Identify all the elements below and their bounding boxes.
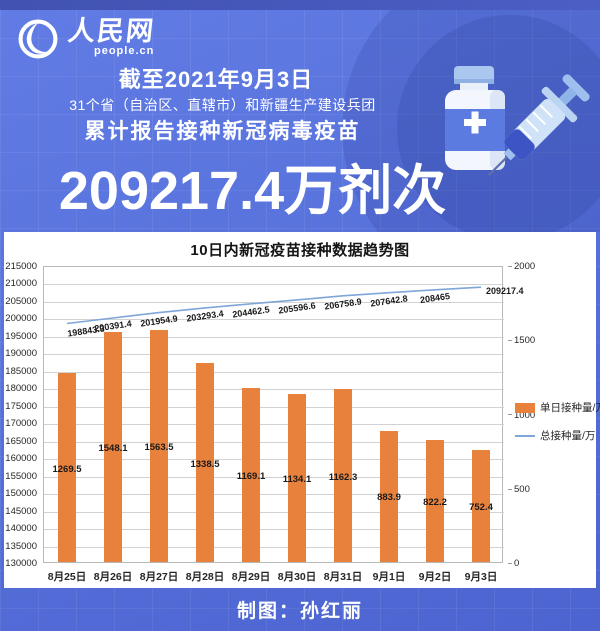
gridline	[44, 284, 504, 286]
syringe-icon	[487, 74, 590, 177]
left-axis-tick-label: 170000	[5, 418, 37, 430]
bar	[334, 389, 352, 562]
gridline	[44, 389, 504, 391]
left-axis-tick-label: 150000	[5, 488, 37, 500]
left-axis-tick-label: 210000	[5, 278, 37, 290]
header-subtitle-vaccine: 累计报告接种新冠病毒疫苗	[84, 120, 361, 143]
x-axis-label: 8月29日	[231, 571, 271, 583]
bar-value-label: 883.9	[377, 492, 401, 504]
legend-label-total: 总接种量/万	[540, 430, 596, 442]
right-axis-tick-label: 0	[508, 558, 519, 569]
gridline	[44, 441, 504, 443]
left-axis-tick-label: 135000	[5, 540, 37, 552]
logo-brand-text: 人民网	[66, 16, 157, 46]
right-axis-tick-label: 2000	[508, 261, 535, 272]
legend-item-daily: 单日接种量/万	[515, 400, 600, 415]
x-axis-label: 8月27日	[139, 571, 179, 583]
gridline	[44, 529, 504, 531]
bar-value-label: 1169.1	[236, 471, 266, 483]
bar	[150, 329, 168, 562]
gridline	[44, 406, 504, 408]
bar	[242, 388, 260, 562]
legend-label-daily: 单日接种量/万	[540, 402, 600, 414]
bar-value-label: 1563.5	[144, 441, 174, 453]
plot-area: 8月25日 8月26日 8月27日 8月28日 8月29日 8月30日 8月31日 9月1日 9…	[43, 266, 524, 583]
right-axis-tick-label: 500	[508, 484, 530, 495]
left-axis-tick-label: 190000	[5, 348, 37, 360]
bar	[104, 332, 122, 562]
left-axis: 130000 135000 140000 145000 150000 155000 1600…	[4, 261, 39, 569]
gridline	[44, 319, 504, 321]
footer: 制图：孙红丽	[0, 588, 600, 631]
gridline	[44, 336, 504, 338]
chart-legend: 单日接种量/万 总接种量/万	[515, 400, 600, 443]
left-axis-tick-label: 155000	[5, 470, 37, 482]
x-axis-label: 8月28日	[185, 571, 225, 583]
people-cn-logo: 人民网 people.cn	[16, 16, 157, 61]
headline-total-doses: 209217.4万剂次	[58, 161, 447, 221]
gridline	[44, 494, 504, 496]
bar	[380, 430, 398, 562]
bar-value-label: 1162.3	[328, 471, 358, 483]
bar-value-label: 1548.1	[98, 443, 128, 455]
left-axis-tick-label: 205000	[5, 295, 37, 307]
line-legend-swatch	[515, 434, 535, 437]
gridline	[44, 371, 504, 373]
logo-domain-text: people.cn	[94, 44, 155, 57]
header: 人民网 people.cn 截至2021年9月3日 31个省（自治区、直辖市）和…	[0, 0, 600, 232]
right-axis-tick-label: 1000	[508, 410, 535, 421]
bar-value-label: 1269.5	[52, 463, 82, 475]
bar-value-label: 752.4	[469, 502, 493, 514]
credit-text: 制图：孙红丽	[236, 601, 363, 622]
bar-value-label: 1134.1	[282, 473, 312, 485]
gridline	[44, 476, 504, 478]
right-axis: 0 500 1000 1500 2000	[508, 261, 553, 569]
left-axis-tick-label: 200000	[5, 313, 37, 325]
left-axis-tick-label: 145000	[5, 505, 37, 517]
header-subtitle-regions: 31个省（自治区、直辖市）和新疆生产建设兵团	[69, 97, 376, 113]
gridline	[44, 511, 504, 513]
gridline	[44, 354, 504, 356]
x-axis-label: 9月1日	[372, 571, 406, 583]
left-axis-tick-label: 165000	[5, 435, 37, 447]
legend-item-total: 总接种量/万	[515, 428, 600, 443]
vaccine-illustration	[445, 66, 590, 177]
left-axis-tick-label: 215000	[5, 261, 37, 272]
bar-value-label: 1338.5	[190, 458, 220, 470]
bar	[288, 393, 306, 562]
bar	[58, 373, 76, 562]
left-axis-tick-label: 185000	[5, 365, 37, 377]
left-axis-tick-label: 130000	[5, 558, 37, 569]
vaccine-vial-icon	[445, 66, 505, 170]
left-axis-tick-label: 140000	[5, 523, 37, 535]
left-axis-tick-label: 195000	[5, 330, 37, 342]
left-axis-tick-label: 175000	[5, 400, 37, 412]
left-axis-tick-label: 180000	[5, 383, 37, 395]
left-axis-tick-label: 160000	[5, 453, 37, 465]
x-axis-label: 8月25日	[47, 571, 87, 583]
gridline	[44, 459, 504, 461]
gridline	[44, 424, 504, 426]
chart-panel: 10日内新冠疫苗接种数据趋势图 8月25日 8月26日 8月27日 8月28日 8月29…	[4, 232, 600, 588]
people-cn-logo-icon	[18, 19, 58, 59]
chart-title: 10日内新冠疫苗接种数据趋势图	[190, 242, 410, 259]
bar-value-label: 822.2	[423, 496, 447, 508]
trend-line	[66, 286, 482, 325]
header-date: 截至2021年9月3日	[118, 67, 314, 92]
bar	[472, 450, 490, 562]
x-axis-label: 8月26日	[93, 571, 133, 583]
right-axis-tick-label: 1500	[508, 335, 535, 346]
gridline	[44, 546, 504, 548]
x-axis-label: 8月31日	[323, 571, 363, 583]
bar	[426, 439, 444, 562]
line-value-label: 209217.4	[486, 286, 524, 297]
x-axis-label: 9月3日	[464, 571, 498, 583]
bar	[196, 363, 214, 562]
x-axis-label: 8月30日	[277, 571, 317, 583]
bar-legend-swatch	[515, 402, 535, 413]
x-axis-label: 9月2日	[418, 571, 452, 583]
top-accent-strip	[0, 0, 600, 10]
